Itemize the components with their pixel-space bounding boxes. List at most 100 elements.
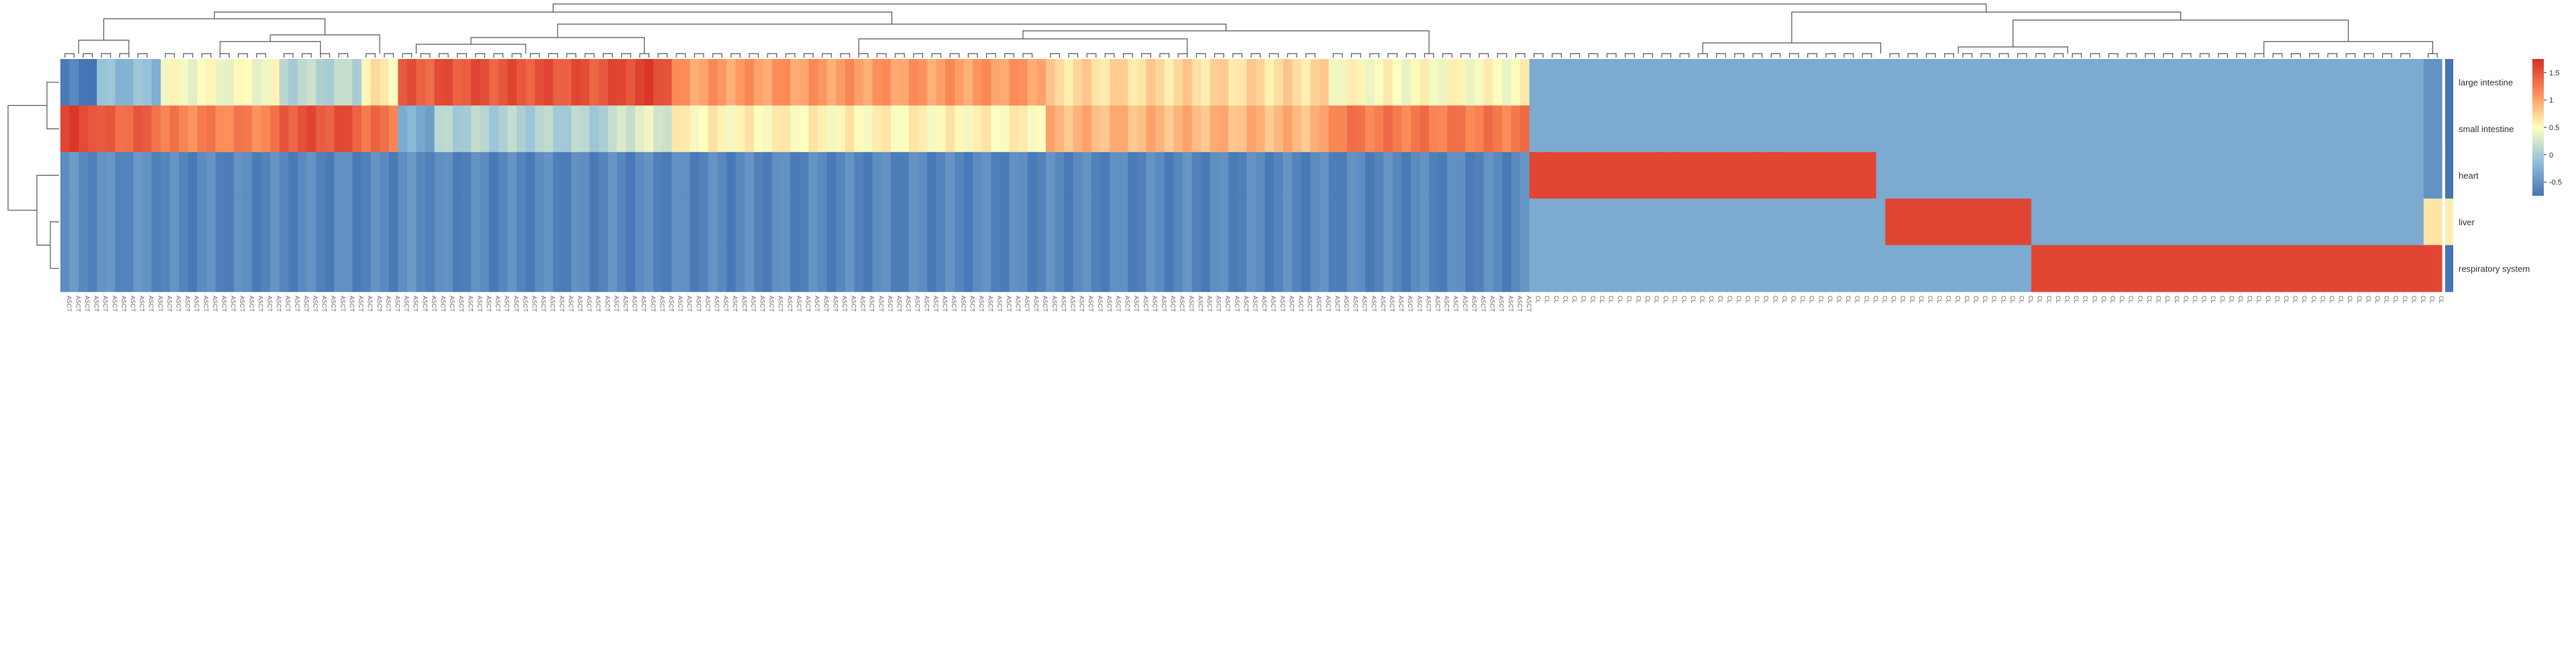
heatmap-cell bbox=[1620, 198, 1631, 246]
heatmap-cell bbox=[580, 105, 590, 153]
heatmap-cell bbox=[973, 198, 983, 246]
column-label: CL bbox=[2292, 296, 2299, 304]
heatmap-cell bbox=[1438, 245, 1448, 292]
column-label: ASCT bbox=[668, 296, 675, 312]
heatmap-cell bbox=[1620, 152, 1631, 199]
heatmap-cell bbox=[562, 245, 572, 292]
column-label: ASCT bbox=[978, 296, 985, 312]
heatmap-cell bbox=[443, 59, 453, 106]
heatmap-cell bbox=[662, 198, 672, 246]
heatmap-cell bbox=[2095, 105, 2105, 153]
heatmap-cell bbox=[1520, 59, 1530, 106]
column-dendrogram-branch bbox=[2263, 41, 2433, 54]
heatmap-cell bbox=[124, 198, 134, 246]
heatmap-cell bbox=[133, 105, 144, 153]
heatmap-cell bbox=[745, 245, 755, 292]
column-label: ASCT bbox=[467, 296, 474, 312]
heatmap-cell bbox=[2423, 152, 2433, 199]
heatmap-cell bbox=[1036, 198, 1046, 246]
column-label: CL bbox=[2082, 296, 2089, 304]
heatmap-cell bbox=[991, 59, 1001, 106]
colorbar-tick-label: 1.5 bbox=[2549, 69, 2559, 77]
heatmap-cell bbox=[1338, 59, 1348, 106]
heatmap-cell bbox=[1556, 105, 1566, 153]
column-dendrogram-branch bbox=[1957, 46, 2068, 54]
heatmap-cell bbox=[1949, 198, 1959, 246]
heatmap-cell bbox=[1392, 105, 1403, 153]
heatmap-cell bbox=[133, 152, 144, 199]
heatmap-cell bbox=[1401, 59, 1411, 106]
heatmap-cell bbox=[270, 198, 280, 246]
heatmap-cell bbox=[297, 105, 307, 153]
heatmap-cell bbox=[352, 152, 362, 199]
heatmap-cell bbox=[1447, 198, 1457, 246]
heatmap-cell bbox=[699, 59, 709, 106]
heatmap-cell bbox=[1082, 59, 1092, 106]
row-dendrogram-branch bbox=[36, 174, 59, 246]
heatmap-cell bbox=[1711, 245, 1722, 292]
heatmap-cell bbox=[1274, 59, 1284, 106]
heatmap-cell bbox=[1027, 59, 1037, 106]
heatmap-cell bbox=[973, 105, 983, 153]
heatmap-cell bbox=[608, 198, 618, 246]
heatmap-cell bbox=[2341, 198, 2351, 246]
heatmap-cell bbox=[2076, 59, 2087, 106]
column-label: ASCT bbox=[385, 296, 392, 312]
column-dendrogram-branch bbox=[1862, 53, 1872, 58]
heatmap-cell bbox=[1383, 152, 1393, 199]
column-label: CL bbox=[2155, 296, 2162, 304]
column-dendrogram-branch bbox=[2363, 53, 2374, 58]
heatmap-cell bbox=[2341, 152, 2351, 199]
column-label: ASCT bbox=[1389, 296, 1395, 312]
heatmap-cell bbox=[1520, 152, 1530, 199]
heatmap-cell bbox=[589, 245, 600, 292]
heatmap-cell bbox=[872, 245, 882, 292]
heatmap-cell bbox=[1146, 245, 1156, 292]
heatmap-cell bbox=[152, 198, 162, 246]
heatmap-cell bbox=[1155, 198, 1165, 246]
heatmap-cell bbox=[1346, 105, 1357, 153]
heatmap-cell bbox=[1629, 105, 1640, 153]
heatmap-cell bbox=[1100, 105, 1110, 153]
heatmap-cell bbox=[60, 105, 70, 153]
heatmap-cell bbox=[1593, 198, 1603, 246]
heatmap-cell bbox=[1182, 245, 1193, 292]
heatmap-cell bbox=[434, 198, 444, 246]
column-label: CL bbox=[1772, 296, 1778, 304]
heatmap-cell bbox=[1730, 105, 1740, 153]
heatmap-cell bbox=[1885, 152, 1895, 199]
heatmap-cell bbox=[498, 105, 508, 153]
column-dendrogram-branch bbox=[366, 53, 376, 58]
column-label: ASCT bbox=[1343, 296, 1350, 312]
heatmap-cell bbox=[2277, 59, 2288, 106]
heatmap-cell bbox=[2387, 198, 2397, 246]
heatmap-cell bbox=[1210, 105, 1220, 153]
heatmap-cell bbox=[2323, 105, 2333, 153]
column-dendrogram-branch bbox=[1625, 53, 1635, 58]
column-dendrogram-branch bbox=[78, 40, 129, 54]
heatmap-cell bbox=[745, 152, 755, 199]
heatmap-cell bbox=[170, 198, 180, 246]
column-label: CL bbox=[2273, 296, 2280, 304]
heatmap-cell bbox=[1155, 152, 1165, 199]
column-label: ASCT bbox=[294, 296, 301, 312]
heatmap-cell bbox=[2396, 152, 2406, 199]
heatmap-cell bbox=[152, 245, 162, 292]
heatmap-cell bbox=[2058, 105, 2068, 153]
column-label: ASCT bbox=[704, 296, 711, 312]
column-label: ASCT bbox=[230, 296, 237, 312]
heatmap-cell bbox=[1338, 152, 1348, 199]
heatmap-cell bbox=[543, 198, 554, 246]
column-label: ASCT bbox=[750, 296, 757, 312]
heatmap-cell bbox=[1045, 105, 1056, 153]
column-label: ASCT bbox=[1024, 296, 1030, 312]
heatmap-cell bbox=[1839, 245, 1849, 292]
heatmap-cell bbox=[97, 245, 107, 292]
column-label: CL bbox=[2420, 296, 2426, 304]
heatmap-cell bbox=[1858, 59, 1868, 106]
heatmap-cell bbox=[2104, 198, 2114, 246]
heatmap-cell bbox=[945, 198, 955, 246]
heatmap-cell bbox=[2268, 59, 2278, 106]
heatmap-cell bbox=[498, 152, 508, 199]
column-label: CL bbox=[2228, 296, 2235, 304]
